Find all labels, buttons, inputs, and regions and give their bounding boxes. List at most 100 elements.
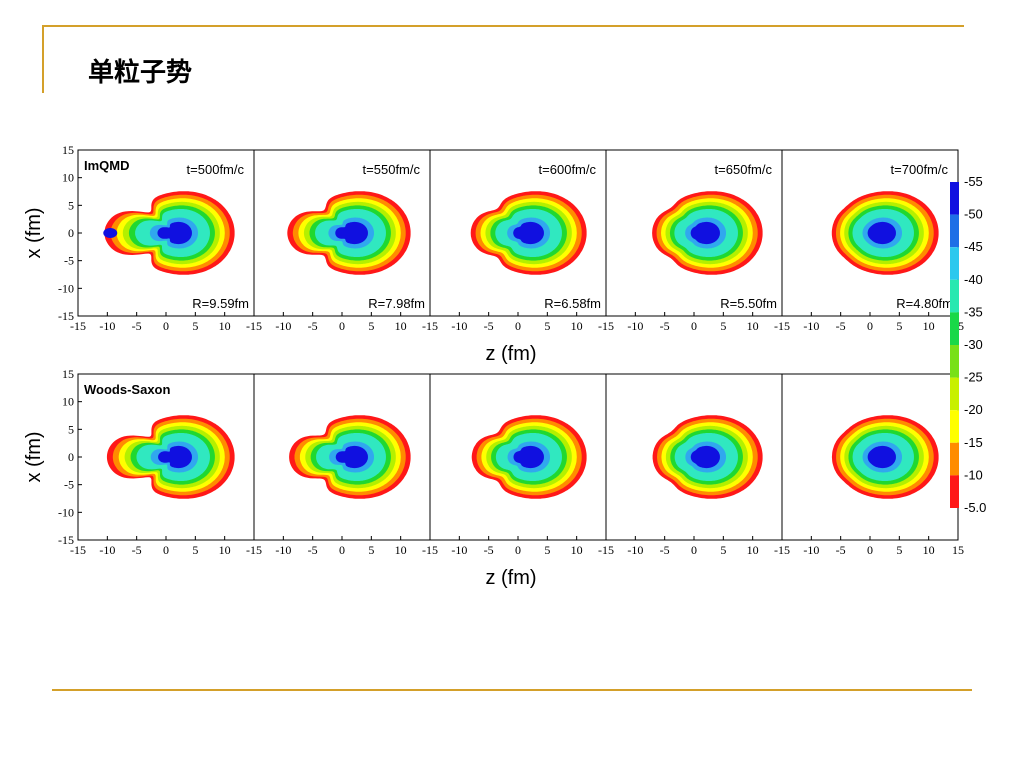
- x-tick-label: -5: [308, 543, 318, 557]
- panel-radius-label: R=9.59fm: [192, 296, 249, 311]
- x-tick-label: 10: [571, 319, 583, 333]
- x-tick-label: -10: [99, 543, 115, 557]
- x-tick-label: 5: [896, 319, 902, 333]
- y-tick-label: 5: [68, 422, 74, 436]
- colorbar-label: -30: [964, 337, 983, 352]
- y-tick-label: -5: [64, 254, 74, 268]
- x-tick-label: 0: [515, 543, 521, 557]
- panel-time-label: t=550fm/c: [363, 162, 421, 177]
- colorbar-swatch: [950, 247, 959, 280]
- x-tick-label: -10: [451, 319, 467, 333]
- colorbar-label: -55: [964, 174, 983, 189]
- x-tick-label: 0: [691, 543, 697, 557]
- x-tick-label: 10: [747, 319, 759, 333]
- x-tick-label: -5: [836, 319, 846, 333]
- colorbar-swatch: [950, 214, 959, 248]
- x-tick-label: -10: [275, 319, 291, 333]
- x-tick-label: -15: [598, 543, 614, 557]
- y-axis-label: x (fm): [23, 207, 45, 258]
- colorbar-swatch: [950, 345, 959, 378]
- x-tick-label: 10: [571, 543, 583, 557]
- panel-time-label: t=700fm/c: [891, 162, 949, 177]
- y-tick-label: -10: [58, 281, 74, 295]
- x-tick-label: -10: [627, 543, 643, 557]
- x-tick-label: 5: [720, 543, 726, 557]
- x-tick-label: -15: [422, 543, 438, 557]
- contour-band-r1-c2-7: [513, 445, 544, 469]
- x-tick-label: -5: [660, 319, 670, 333]
- x-tick-label: -10: [803, 543, 819, 557]
- panel-radius-label: R=4.80fm: [896, 296, 953, 311]
- colorbar-label: -35: [964, 304, 983, 319]
- colorbar-swatch: [950, 279, 959, 313]
- y-tick-label: 5: [68, 198, 74, 212]
- colorbar-swatch: [950, 410, 959, 443]
- row-model-label: Woods-Saxon: [84, 382, 170, 397]
- contour-band-r1-c4-7: [867, 445, 896, 469]
- top-rule: [42, 25, 964, 27]
- x-tick-label: 5: [720, 319, 726, 333]
- x-tick-label: -15: [422, 319, 438, 333]
- x-tick-label: 15: [952, 543, 964, 557]
- y-tick-label: 15: [62, 143, 74, 157]
- contour-band-r1-c1-7: [335, 445, 368, 469]
- x-axis-label: z (fm): [485, 567, 536, 589]
- x-tick-label: 0: [163, 319, 169, 333]
- x-tick-label: -15: [70, 319, 86, 333]
- row-model-label: ImQMD: [84, 158, 130, 173]
- x-tick-label: -15: [774, 319, 790, 333]
- colorbar-label: -50: [964, 207, 983, 222]
- x-tick-label: 0: [339, 543, 345, 557]
- colorbar-label: -20: [964, 402, 983, 417]
- y-tick-label: 0: [68, 226, 74, 240]
- y-tick-label: -5: [64, 478, 74, 492]
- colorbar-label: -45: [964, 239, 983, 254]
- colorbar-swatch: [950, 182, 959, 215]
- x-tick-label: -10: [451, 543, 467, 557]
- x-tick-label: 0: [867, 543, 873, 557]
- x-tick-label: 0: [867, 319, 873, 333]
- x-tick-label: 5: [368, 319, 374, 333]
- x-tick-label: -5: [484, 319, 494, 333]
- x-tick-label: 5: [544, 319, 550, 333]
- side-rule: [42, 25, 44, 93]
- slide-title: 单粒子势: [88, 58, 193, 88]
- x-tick-label: -10: [99, 319, 115, 333]
- y-tick-label: 10: [62, 395, 74, 409]
- x-tick-label: 5: [896, 543, 902, 557]
- x-tick-label: -5: [660, 543, 670, 557]
- x-tick-label: 5: [192, 319, 198, 333]
- panel-time-label: t=500fm/c: [187, 162, 245, 177]
- x-tick-label: -5: [308, 319, 318, 333]
- panel-radius-label: R=5.50fm: [720, 296, 777, 311]
- y-tick-label: -15: [58, 533, 74, 547]
- contour-band-r0-c0-7: [157, 221, 192, 245]
- panel-radius-label: R=6.58fm: [544, 296, 601, 311]
- x-tick-label: -15: [70, 543, 86, 557]
- contour-band-r0-c1-7: [335, 221, 368, 245]
- colorbar-swatch: [950, 442, 959, 476]
- x-tick-label: 10: [395, 543, 407, 557]
- tail-core: [103, 228, 118, 238]
- colorbar-swatch: [950, 377, 959, 411]
- x-tick-label: -15: [598, 319, 614, 333]
- bottom-rule: [52, 689, 972, 691]
- colorbar-label: -5.0: [964, 500, 986, 515]
- x-tick-label: 10: [923, 543, 935, 557]
- x-tick-label: -5: [484, 543, 494, 557]
- y-tick-label: -15: [58, 309, 74, 323]
- colorbar-label: -40: [964, 272, 983, 287]
- x-tick-label: 5: [368, 543, 374, 557]
- x-tick-label: -5: [132, 319, 142, 333]
- contour-band-r1-c0-7: [158, 445, 192, 469]
- x-tick-label: -10: [627, 319, 643, 333]
- x-tick-label: 0: [163, 543, 169, 557]
- y-tick-label: -10: [58, 505, 74, 519]
- x-tick-label: -5: [132, 543, 142, 557]
- colorbar-swatch: [950, 475, 959, 508]
- y-axis-label: x (fm): [23, 431, 45, 482]
- contour-band-r0-c2-7: [513, 221, 544, 245]
- contour-band-r0-c3-7: [690, 221, 720, 245]
- y-tick-label: 0: [68, 450, 74, 464]
